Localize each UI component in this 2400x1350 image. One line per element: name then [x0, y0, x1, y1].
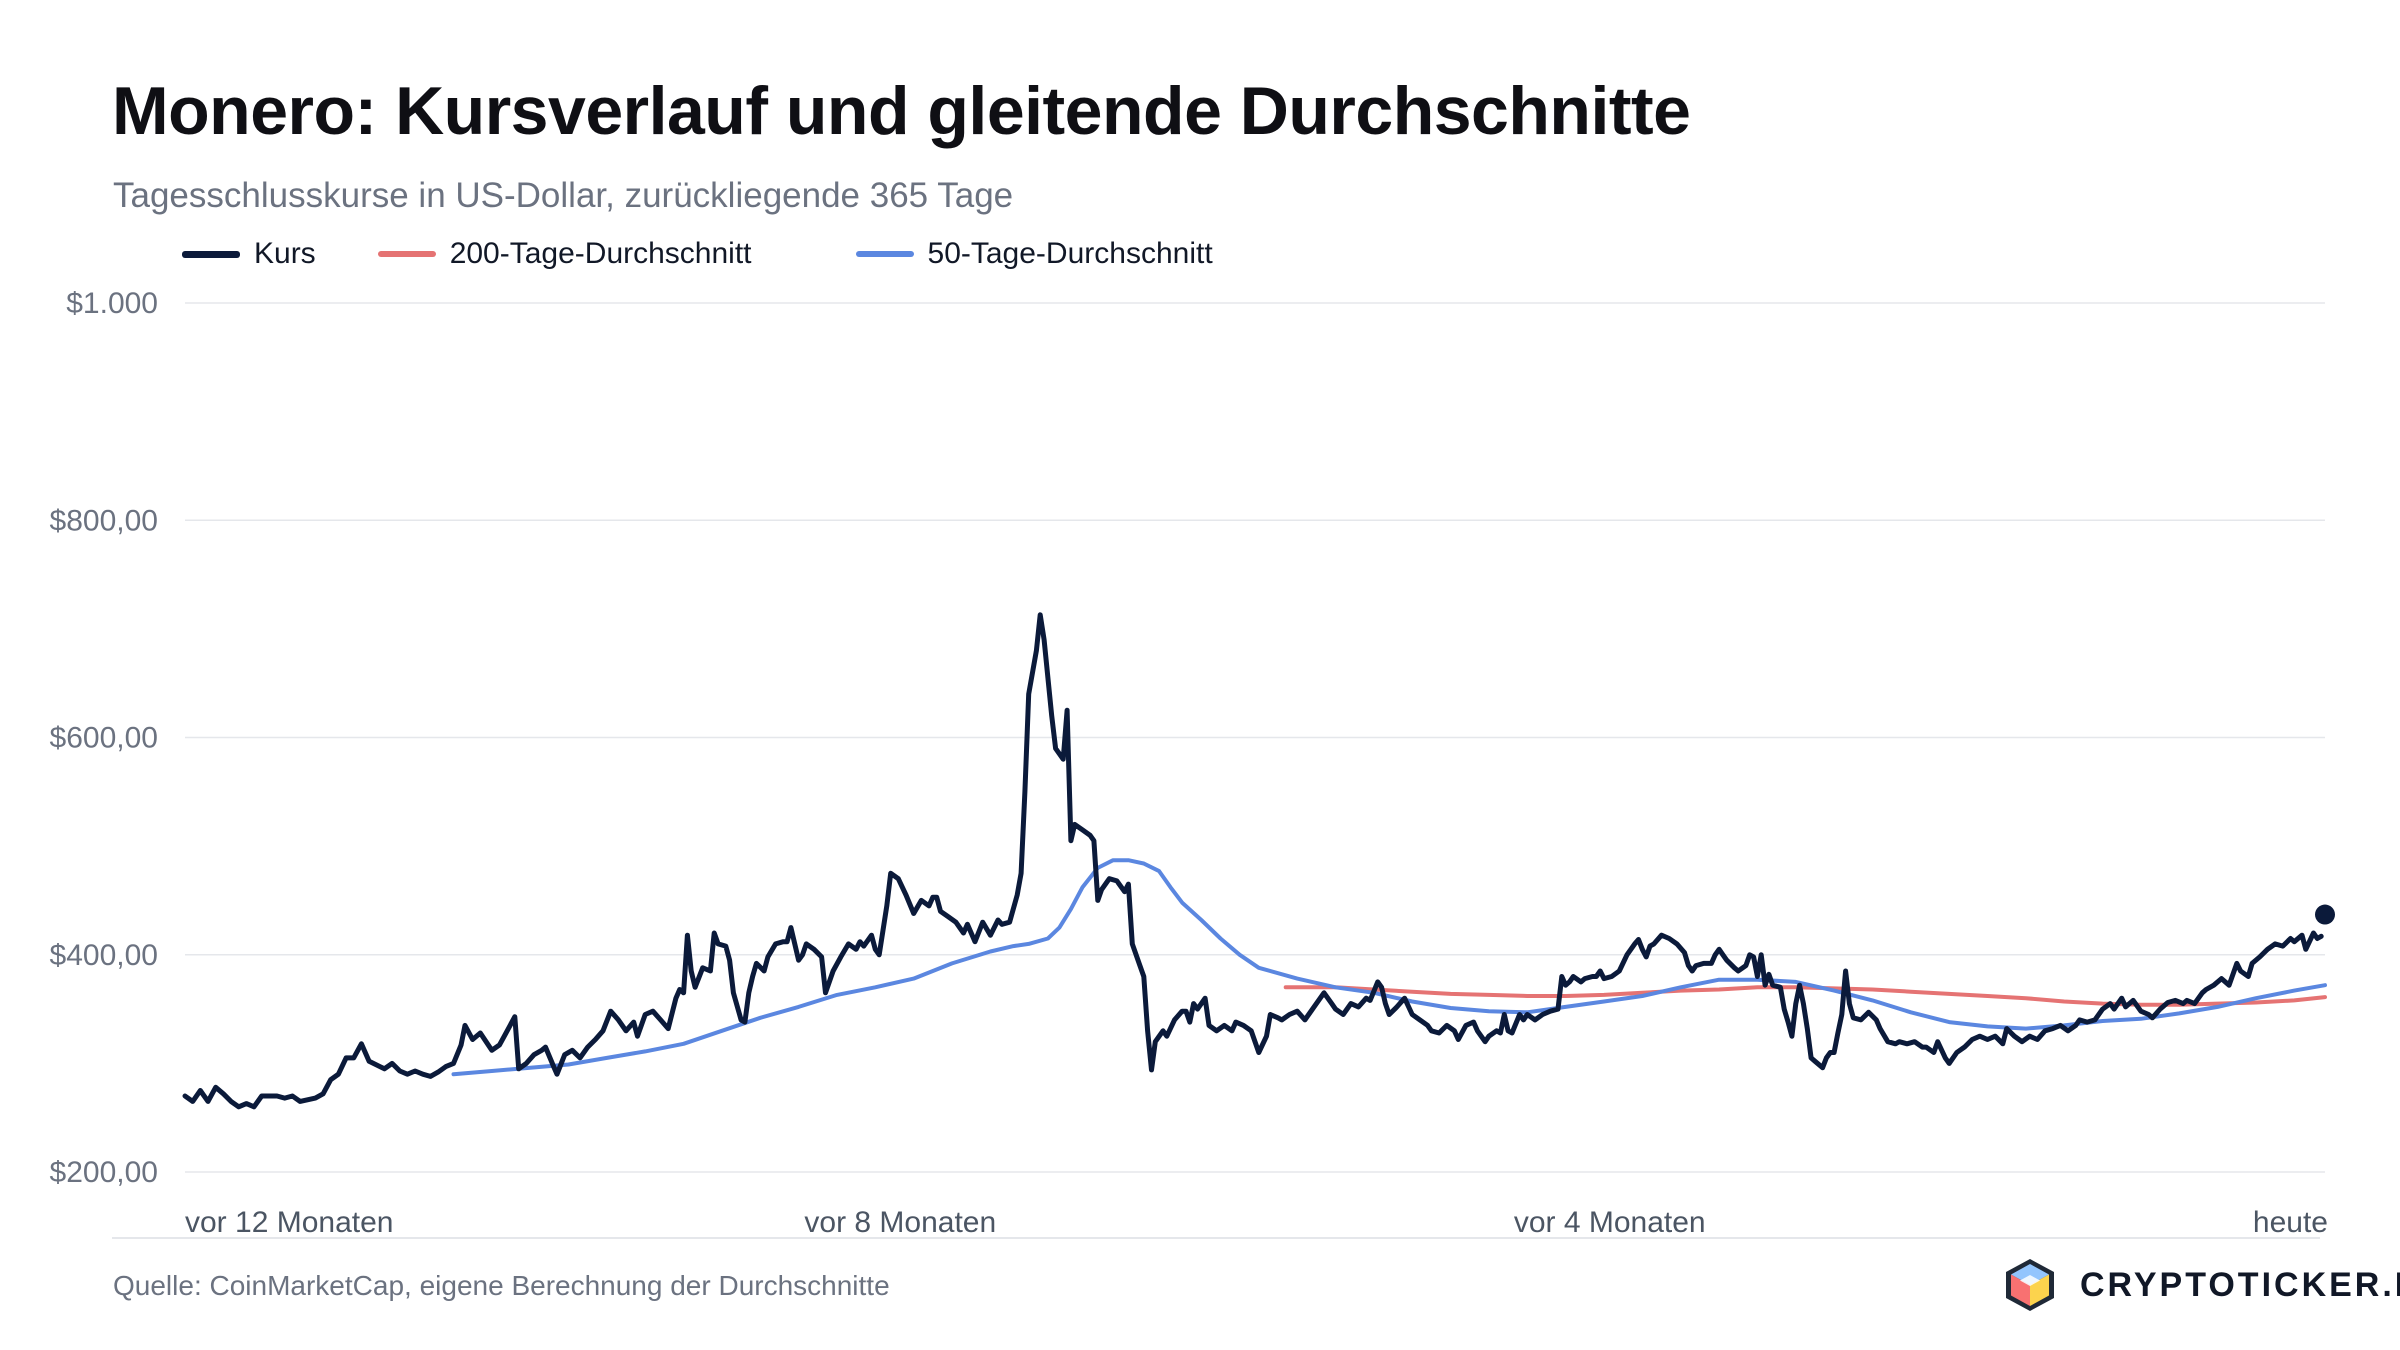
- brand-name: CRYPTOTICKER.IO: [2080, 1265, 2400, 1304]
- series-line-kurs: [182, 612, 2324, 1110]
- x-axis-labels: vor 12 Monaten vor 8 Monaten vor 4 Monaten…: [185, 1206, 2328, 1239]
- grid-lines: [185, 302, 2325, 1173]
- legend-swatch-ma200: [377, 251, 436, 257]
- cube-logo-icon: [2006, 1259, 2054, 1311]
- source-note: Quelle: CoinMarketCap, eigene Berechnung…: [113, 1270, 890, 1301]
- series-lines: [182, 612, 2335, 1110]
- chart-legend: Kurs 200-Tage-Durchschnitt 50-Tage-Durch…: [182, 234, 1213, 274]
- y-tick-label: $800,00: [50, 504, 158, 537]
- x-tick-label: heute: [2253, 1206, 2328, 1239]
- x-tick-label: vor 8 Monaten: [804, 1206, 996, 1239]
- legend-swatch-kurs: [182, 250, 240, 258]
- legend-label-ma200: 200-Tage-Durchschnitt: [449, 237, 752, 270]
- series-line-ma50: [451, 858, 2327, 1077]
- legend-label-kurs: Kurs: [254, 237, 316, 270]
- y-tick-label: $400,00: [50, 939, 158, 972]
- chart-subtitle: Tagesschlusskurse in US-Dollar, zurückli…: [113, 176, 1014, 215]
- y-axis-labels: $1.000 $800,00 $600,00 $400,00 $200,00: [50, 287, 158, 1189]
- y-tick-label: $1.000: [66, 287, 158, 320]
- brand-logo: CRYPTOTICKER.IO: [2000, 1255, 2400, 1315]
- current-price-marker: [2315, 904, 2335, 925]
- x-tick-label: vor 4 Monaten: [1514, 1206, 1706, 1239]
- chart-title: Monero: Kursverlauf und gleitende Durchs…: [112, 73, 1691, 149]
- x-tick-label: vor 12 Monaten: [185, 1206, 393, 1239]
- legend-swatch-ma50: [855, 251, 914, 257]
- y-tick-label: $200,00: [50, 1156, 158, 1189]
- legend-label-ma50: 50-Tage-Durchschnitt: [927, 237, 1213, 270]
- y-tick-label: $600,00: [50, 722, 158, 755]
- legend-item-kurs: Kurs: [182, 237, 316, 271]
- legend-item-ma50: 50-Tage-Durchschnitt: [855, 237, 1213, 271]
- legend-item-ma200: 200-Tage-Durchschnitt: [377, 237, 752, 271]
